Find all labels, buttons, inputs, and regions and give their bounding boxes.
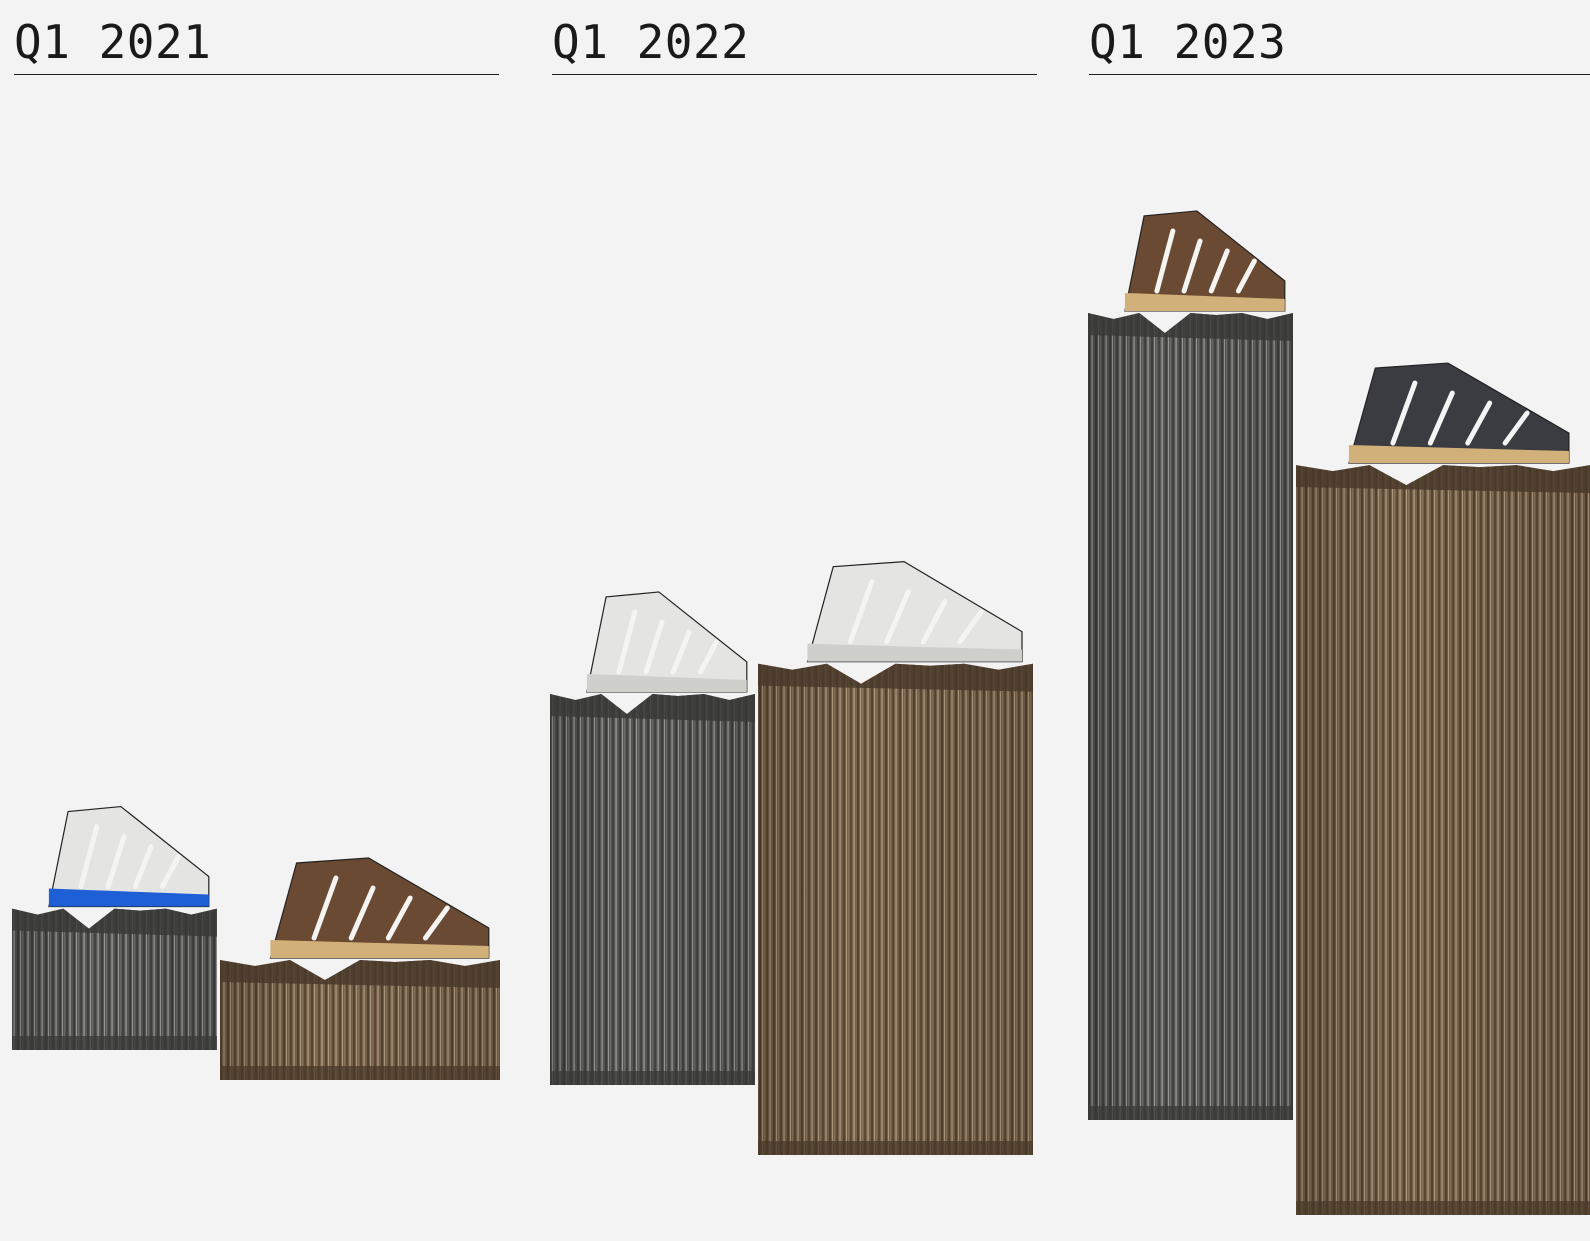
group-underline-q1-2022 [552,74,1037,75]
bar-shading [758,663,1033,1155]
bar-base-slab [1296,1201,1590,1215]
bar-q1-2022-series-1 [550,591,755,1085]
bar-rock-cap [758,663,1033,692]
bar-q1-2023-series-2 [1296,362,1590,1216]
group-title-q1-2023: Q1 2023 [1089,15,1287,69]
group-underline-q1-2023 [1089,74,1590,75]
sneaker-icon [1124,210,1286,312]
bar-rock-cap [12,908,217,937]
bar-rock-cap [550,694,755,722]
sneaker-icon [586,591,748,693]
group-title-q1-2021: Q1 2021 [14,15,212,69]
bar-base-slab [758,1141,1033,1155]
bar-rock-cap [1296,465,1590,494]
bar-shading [12,908,217,1050]
bar-rock-cap [1088,313,1293,341]
bars-layer [12,210,1590,1216]
group-title-q1-2022: Q1 2022 [552,15,750,69]
bar-shading [1296,465,1590,1216]
bar-q1-2023-series-1 [1088,210,1293,1120]
sneaker-icon [269,857,490,959]
bar-q1-2021-series-1 [12,805,217,1050]
bar-shading [550,694,755,1085]
bar-q1-2021-series-2 [220,857,500,1080]
sneaker-icon [806,561,1023,663]
bar-base-slab [12,1036,217,1050]
bar-shading [1088,313,1293,1120]
group-underline-q1-2021 [14,74,499,75]
bar-q1-2022-series-2 [758,561,1033,1155]
bar-base-slab [220,1066,500,1080]
bar-base-slab [1088,1106,1293,1120]
sneaker-icon [1348,362,1570,464]
sneaker-icon [48,805,210,908]
bar-shading [220,960,500,1080]
bar-rock-cap [220,960,500,988]
bar-base-slab [550,1071,755,1085]
